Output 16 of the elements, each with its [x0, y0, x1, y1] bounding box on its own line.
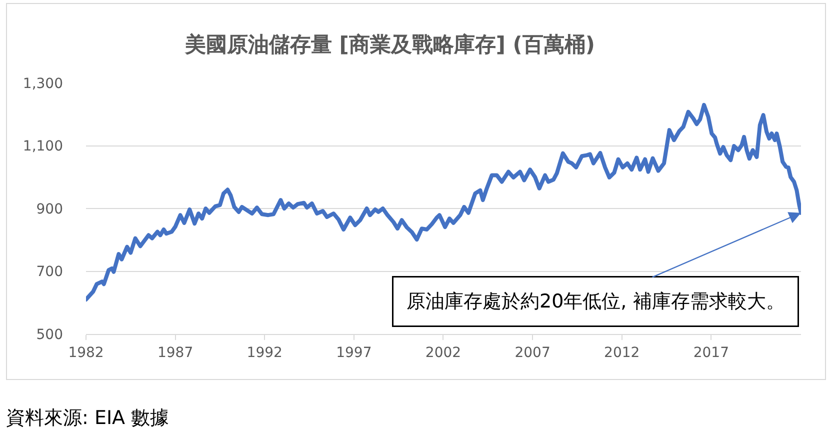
y-tick-label: 1,100: [22, 138, 63, 155]
x-tick-label: 1997: [336, 344, 372, 361]
x-tick-label: 1992: [246, 344, 282, 361]
y-tick-label: 500: [36, 326, 63, 343]
y-tick-label: 700: [36, 264, 63, 280]
annotation: 原油庫存處於約20年低位, 補庫存需求較大。: [406, 290, 785, 312]
x-tick-label: 1987: [157, 344, 194, 361]
x-tick-label: 1982: [68, 344, 104, 361]
y-tick-label: 900: [36, 201, 63, 218]
x-tick-label: 2017: [693, 344, 729, 361]
x-tick-label: 2002: [425, 344, 462, 361]
chart-title: 美國原油儲存量 [商業及戰略庫存] (百萬桶): [184, 32, 596, 56]
x-tick-label: 2012: [604, 344, 640, 361]
source-note: 資料來源: EIA 數據: [6, 406, 170, 430]
y-tick-label: 1,300: [22, 76, 63, 92]
x-tick-label: 2007: [514, 344, 550, 361]
